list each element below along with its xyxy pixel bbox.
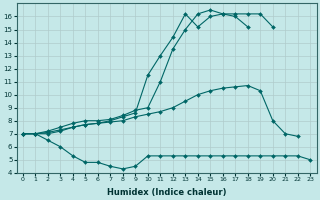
X-axis label: Humidex (Indice chaleur): Humidex (Indice chaleur) bbox=[107, 188, 226, 197]
